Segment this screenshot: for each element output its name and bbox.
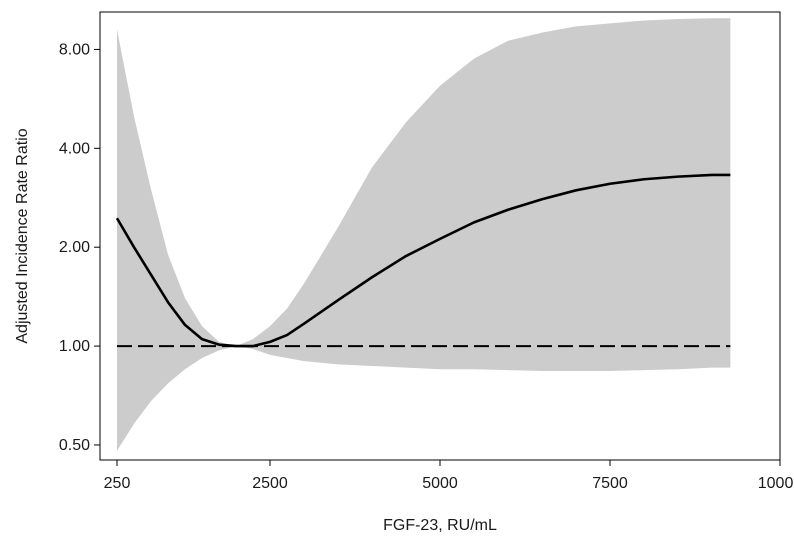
y-tick-label: 1.00 xyxy=(59,338,90,355)
plot-area xyxy=(115,18,731,451)
y-tick-label: 2.00 xyxy=(59,239,90,256)
y-tick-label: 0.50 xyxy=(59,437,90,454)
confidence-band xyxy=(117,18,731,451)
y-tick-label: 4.00 xyxy=(59,140,90,157)
x-tick-label: 2500 xyxy=(252,475,288,492)
estimate-line xyxy=(115,173,731,348)
x-tick-label: 7500 xyxy=(592,475,628,492)
y-tick-label: 8.00 xyxy=(59,41,90,58)
y-axis-title: Adjusted Incidence Rate Ratio xyxy=(14,128,31,343)
x-tick-label: 5000 xyxy=(422,475,458,492)
x-tick-label: 250 xyxy=(104,475,131,492)
x-axis-title: FGF-23, RU/mL xyxy=(383,517,497,534)
